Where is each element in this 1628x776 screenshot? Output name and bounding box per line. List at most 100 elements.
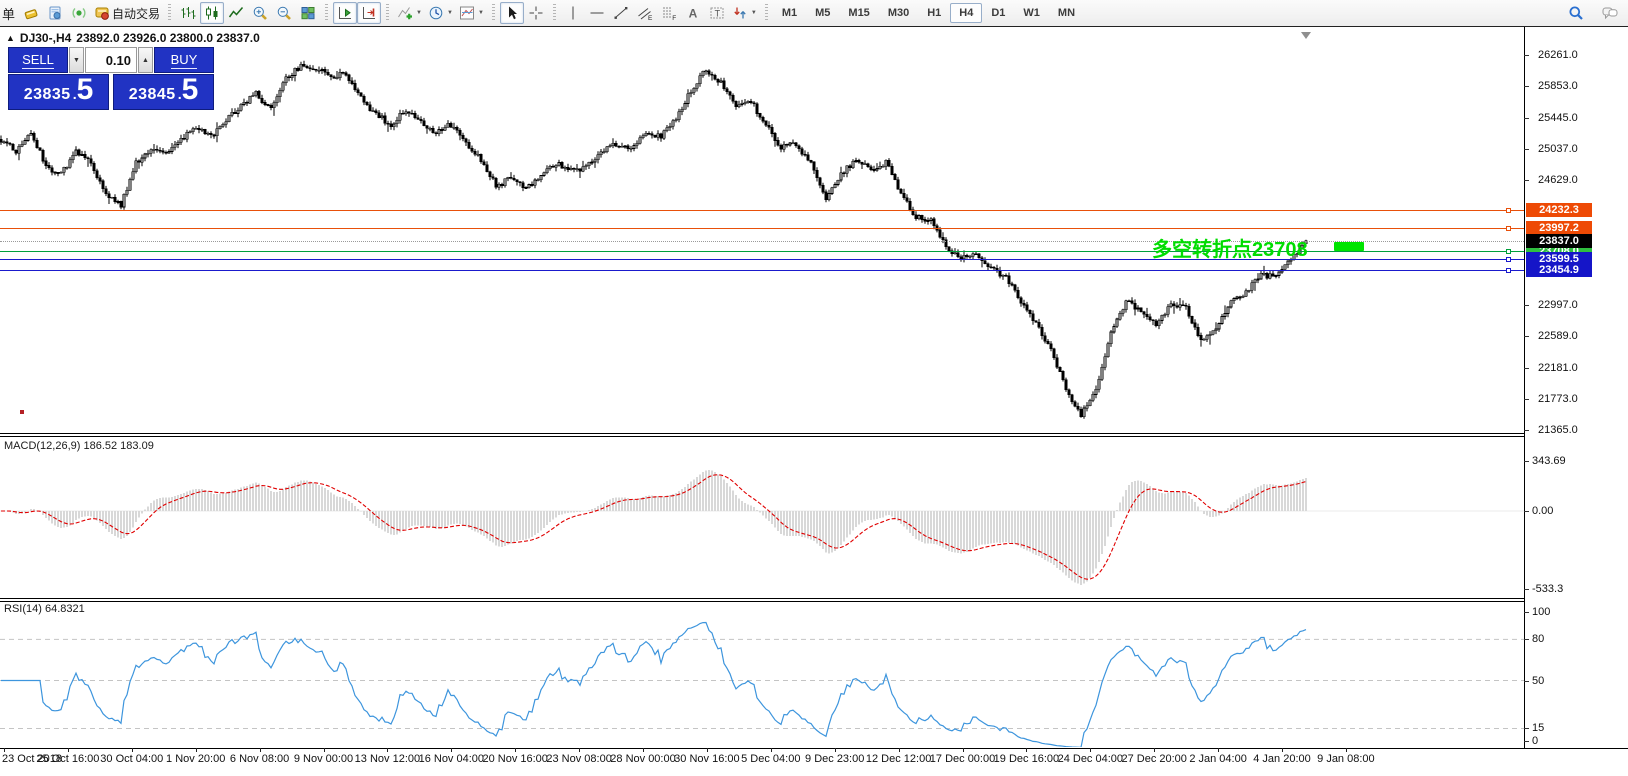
new-order-label-partial[interactable]: 单 <box>2 6 16 22</box>
toolbar-right-icons <box>1564 2 1622 24</box>
zoom-out-button[interactable] <box>272 2 296 24</box>
axis-tick-mark <box>1524 460 1529 462</box>
text-tool-button[interactable]: A <box>681 2 705 24</box>
price-tick-label: 22589.0 <box>1538 330 1578 343</box>
chevron-down-icon[interactable]: ▼ <box>750 10 757 16</box>
vertical-line-tool-button[interactable] <box>561 2 585 24</box>
candle-chart-button[interactable] <box>200 2 225 24</box>
svg-text:F: F <box>672 15 676 21</box>
equidistant-channel-tool-button[interactable]: E <box>633 2 657 24</box>
axis-tick-mark <box>1524 430 1529 431</box>
line-chart-button[interactable] <box>224 2 248 24</box>
time-tick-label: 25 Oct 16:00 <box>36 753 100 765</box>
line-handle[interactable] <box>1506 256 1511 262</box>
chevron-down-icon[interactable]: ▼ <box>446 10 453 16</box>
price-chart-pane[interactable] <box>0 27 1524 433</box>
toolbar-separator <box>491 4 495 22</box>
volume-increase-button[interactable]: ▲ <box>138 47 153 73</box>
time-tick-label: 23 Oct 2018 <box>2 753 62 765</box>
chart-shift-marker-icon[interactable] <box>1301 32 1311 39</box>
horizontal-level-line-23454.9[interactable] <box>0 267 1524 273</box>
auto-scroll-button[interactable] <box>333 2 358 24</box>
autotrade-icon <box>94 5 110 21</box>
chart-right-frame <box>1524 27 1525 748</box>
profile-button[interactable] <box>43 2 67 24</box>
axis-tick-mark <box>1524 741 1529 742</box>
horizontal-line-tool-button[interactable] <box>585 2 609 24</box>
axis-tick-mark <box>1524 180 1529 181</box>
zoom-in-button[interactable] <box>248 2 272 24</box>
text-label-tool-button[interactable]: T <box>705 2 729 24</box>
templates-menu-button[interactable]: ▼ <box>456 2 487 24</box>
arrows-tool-button[interactable]: ▼ <box>729 2 760 24</box>
chart-shift-button[interactable] <box>357 2 382 24</box>
timeframe-h1-button[interactable]: H1 <box>927 7 942 19</box>
label-icon: T <box>709 5 725 21</box>
timeframe-mn-button[interactable]: MN <box>1057 7 1076 19</box>
time-tick-label: 30 Nov 16:00 <box>674 753 740 765</box>
horizontal-level-line-23997.2[interactable] <box>0 226 1524 232</box>
pane-separator-rsi[interactable] <box>0 598 1524 602</box>
timeframe-m1-button[interactable]: M1 <box>781 7 798 19</box>
chevron-down-icon[interactable]: ▼ <box>477 10 484 16</box>
search-icon <box>1568 5 1584 21</box>
buy-button[interactable]: BUY <box>154 47 214 73</box>
time-tick-label: 9 Dec 23:00 <box>805 753 865 765</box>
bar-chart-button[interactable] <box>176 2 200 24</box>
price-tick-label: 21365.0 <box>1538 424 1578 436</box>
collapse-triangle-icon[interactable]: ▲ <box>6 33 15 43</box>
pane-separator-macd[interactable] <box>0 433 1524 437</box>
cursor-tool-button[interactable] <box>499 2 524 24</box>
crosshair-tool-button[interactable] <box>524 2 548 24</box>
rsi-tick-label: 100 <box>1532 606 1551 618</box>
fibonacci-tool-button[interactable]: F <box>657 2 681 24</box>
timeframe-h4-button[interactable]: H4 <box>950 3 983 23</box>
chevron-down-icon[interactable]: ▼ <box>416 10 422 16</box>
time-tick-mark <box>515 748 517 752</box>
axis-tick-mark <box>1524 148 1529 150</box>
search-symbols-button[interactable] <box>1564 2 1588 24</box>
buy-price[interactable]: 23845. 5 <box>113 74 214 110</box>
timeframe-d1-button[interactable]: D1 <box>991 7 1006 19</box>
line-handle[interactable] <box>1506 248 1511 254</box>
autotrading-button[interactable]: 自动交易 <box>91 2 163 24</box>
toolbar-separator <box>386 4 390 22</box>
rsi-tick-label: 15 <box>1532 722 1545 735</box>
horizontal-level-line-24232.3[interactable] <box>0 208 1524 214</box>
periods-menu-button[interactable]: ▼ <box>425 2 456 24</box>
timeframe-m15-button[interactable]: M15 <box>848 7 870 19</box>
volume-input[interactable]: 0.10 <box>85 47 137 73</box>
new-order-button[interactable] <box>19 2 43 24</box>
volume-decrease-button[interactable]: ▼ <box>69 47 84 73</box>
horizontal-level-line-23708.0[interactable] <box>0 248 1524 254</box>
line-handle[interactable] <box>1506 267 1511 273</box>
sell-price[interactable]: 23835. 5 <box>8 74 109 110</box>
line-handle[interactable] <box>1506 208 1511 214</box>
tile-windows-button[interactable] <box>296 2 320 24</box>
time-tick-mark <box>643 748 644 752</box>
horizontal-level-line-23599.5[interactable] <box>0 256 1524 262</box>
pivot-annotation-text[interactable]: 多空转折点23708 <box>1152 239 1308 261</box>
community-chat-button[interactable] <box>1598 2 1622 24</box>
pivot-annotation-marker[interactable] <box>1334 242 1364 251</box>
timeframe-w1-button[interactable]: W1 <box>1023 7 1040 19</box>
sell-button[interactable]: SELL <box>8 47 68 73</box>
axis-tick-mark <box>1524 86 1529 88</box>
current-price-line <box>0 240 1524 242</box>
time-tick-label: 23 Nov 08:00 <box>546 753 612 765</box>
timeframe-m5-button[interactable]: M5 <box>815 7 831 19</box>
line-handle[interactable] <box>1506 226 1511 232</box>
channel-icon: E <box>637 5 653 21</box>
time-tick-mark <box>770 748 772 752</box>
axis-tick-mark <box>1524 117 1529 119</box>
timeframe-m30-button[interactable]: M30 <box>887 7 910 19</box>
axis-tick-mark <box>1524 612 1529 613</box>
macd-tick-label: 0.00 <box>1532 505 1554 517</box>
trendline-tool-button[interactable] <box>609 2 633 24</box>
time-tick-label: 9 Jan 08:00 <box>1317 753 1375 765</box>
signals-button[interactable] <box>67 2 91 24</box>
time-tick-mark <box>1026 748 1028 752</box>
time-tick-label: 17 Dec 00:00 <box>929 753 996 765</box>
time-tick-label: 9 Nov 00:00 <box>293 753 354 765</box>
indicators-menu-button[interactable]: ▼ <box>394 2 425 24</box>
